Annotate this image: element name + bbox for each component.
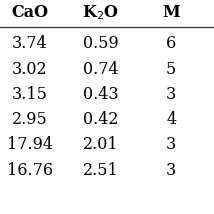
Text: 3: 3	[166, 162, 176, 179]
Text: 16.76: 16.76	[7, 162, 53, 179]
Text: 6: 6	[166, 35, 176, 52]
Text: 3.02: 3.02	[12, 61, 48, 78]
Text: 0.74: 0.74	[83, 61, 118, 78]
Text: 0.59: 0.59	[83, 35, 119, 52]
Text: 3: 3	[166, 136, 176, 153]
Text: 3.74: 3.74	[12, 35, 48, 52]
Text: M: M	[162, 4, 180, 21]
Text: K$_2$O: K$_2$O	[82, 3, 119, 22]
Text: 0.42: 0.42	[83, 111, 118, 128]
Text: 4: 4	[166, 111, 176, 128]
Text: 3.15: 3.15	[12, 86, 48, 103]
Text: 2.51: 2.51	[83, 162, 119, 179]
Text: 2.01: 2.01	[83, 136, 118, 153]
Text: 2.95: 2.95	[12, 111, 48, 128]
Text: 17.94: 17.94	[7, 136, 53, 153]
Text: 3: 3	[166, 86, 176, 103]
Text: CaO: CaO	[11, 4, 49, 21]
Text: 5: 5	[166, 61, 176, 78]
Text: 0.43: 0.43	[83, 86, 118, 103]
